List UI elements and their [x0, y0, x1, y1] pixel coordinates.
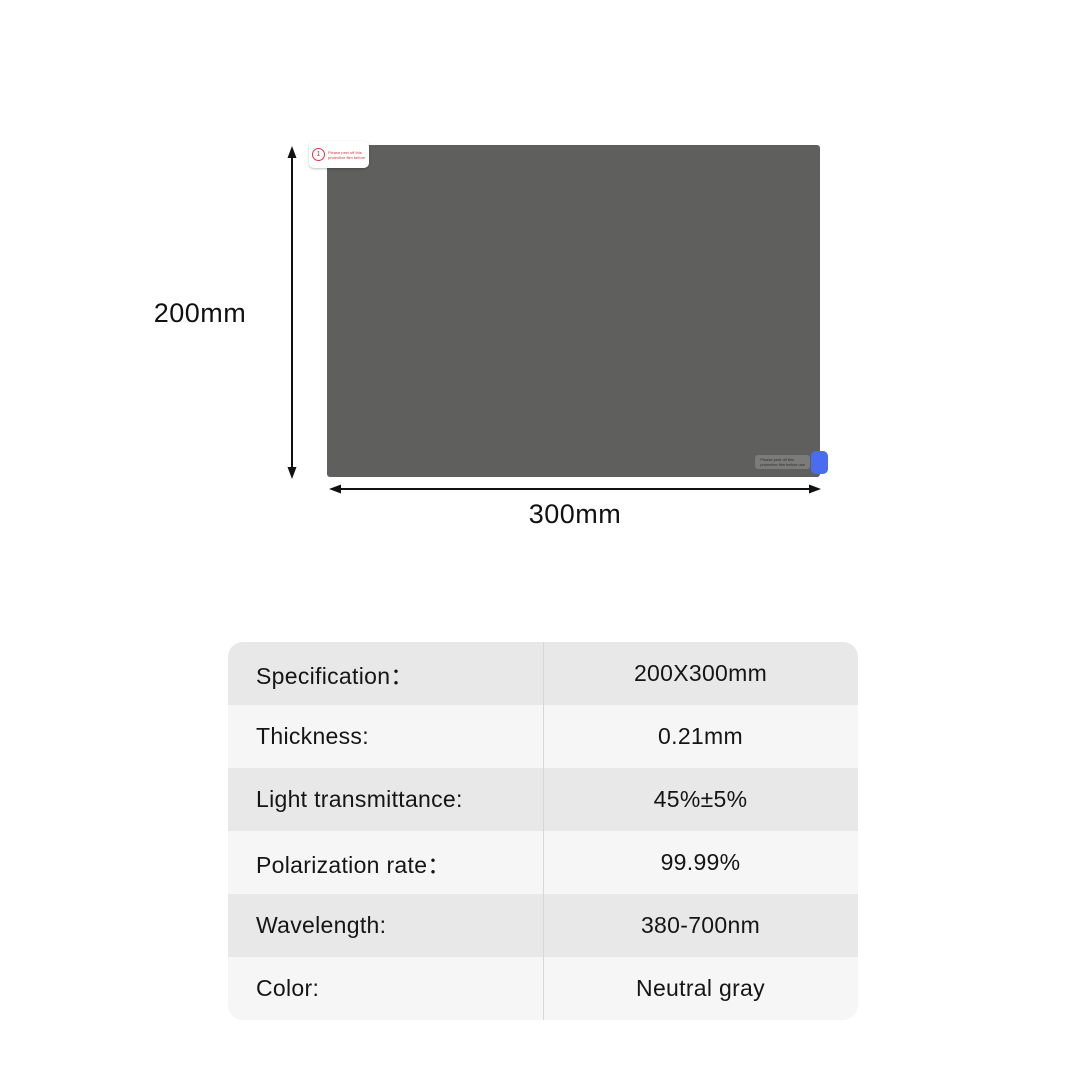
info-circle-icon: 1	[312, 148, 325, 161]
table-row-thickness: Thickness: 0.21mm	[228, 705, 858, 768]
corner-peel-notice: 1 Please peel off this protective film b…	[309, 141, 369, 168]
row-value: 0.21mm	[658, 723, 743, 749]
blue-peel-tab	[811, 451, 828, 474]
row-value: 380-700nm	[640, 912, 761, 938]
spec-table: Specification： 200X300mm Thickness: 0.21…	[228, 642, 858, 1020]
row-label: Light transmittance:	[256, 786, 463, 812]
height-dimension-label: 200mm	[153, 298, 247, 328]
inner-peel-notice-line2: protective film before use	[760, 462, 805, 467]
row-label: Specification：	[256, 662, 414, 689]
table-row-wavelength: Wavelength: 380-700nm	[228, 894, 858, 957]
inner-peel-notice-line1: Please peel off this	[760, 457, 795, 462]
corner-peel-notice-line2: protective film before use	[328, 154, 366, 160]
row-value: 99.99%	[660, 849, 741, 875]
row-label: Thickness:	[256, 723, 369, 749]
table-row-light-transmittance: Light transmittance: 45%±5%	[228, 768, 858, 831]
inner-peel-notice: Please peel off this protective film bef…	[755, 455, 810, 469]
vertical-dimension-arrow	[287, 146, 297, 479]
width-dimension-label: 300mm	[528, 499, 622, 529]
corner-peel-notice-text: Please peel off this protective film bef…	[328, 150, 366, 160]
polarizer-film-sheet: Please peel off this protective film bef…	[327, 145, 820, 477]
row-label: Polarization rate：	[256, 851, 451, 878]
table-row-polarization-rate: Polarization rate： 99.99%	[228, 831, 858, 894]
corner-peel-notice-line1: Please peel off this	[328, 149, 362, 155]
horizontal-dimension-arrow	[329, 484, 821, 494]
row-value: Neutral gray	[636, 975, 765, 1001]
row-label: Wavelength:	[256, 912, 387, 938]
row-label: Color:	[256, 975, 320, 1001]
table-row-color: Color: Neutral gray	[228, 957, 858, 1020]
table-row-specification: Specification： 200X300mm	[228, 642, 858, 705]
row-value: 200X300mm	[633, 660, 768, 686]
row-value: 45%±5%	[653, 786, 748, 812]
